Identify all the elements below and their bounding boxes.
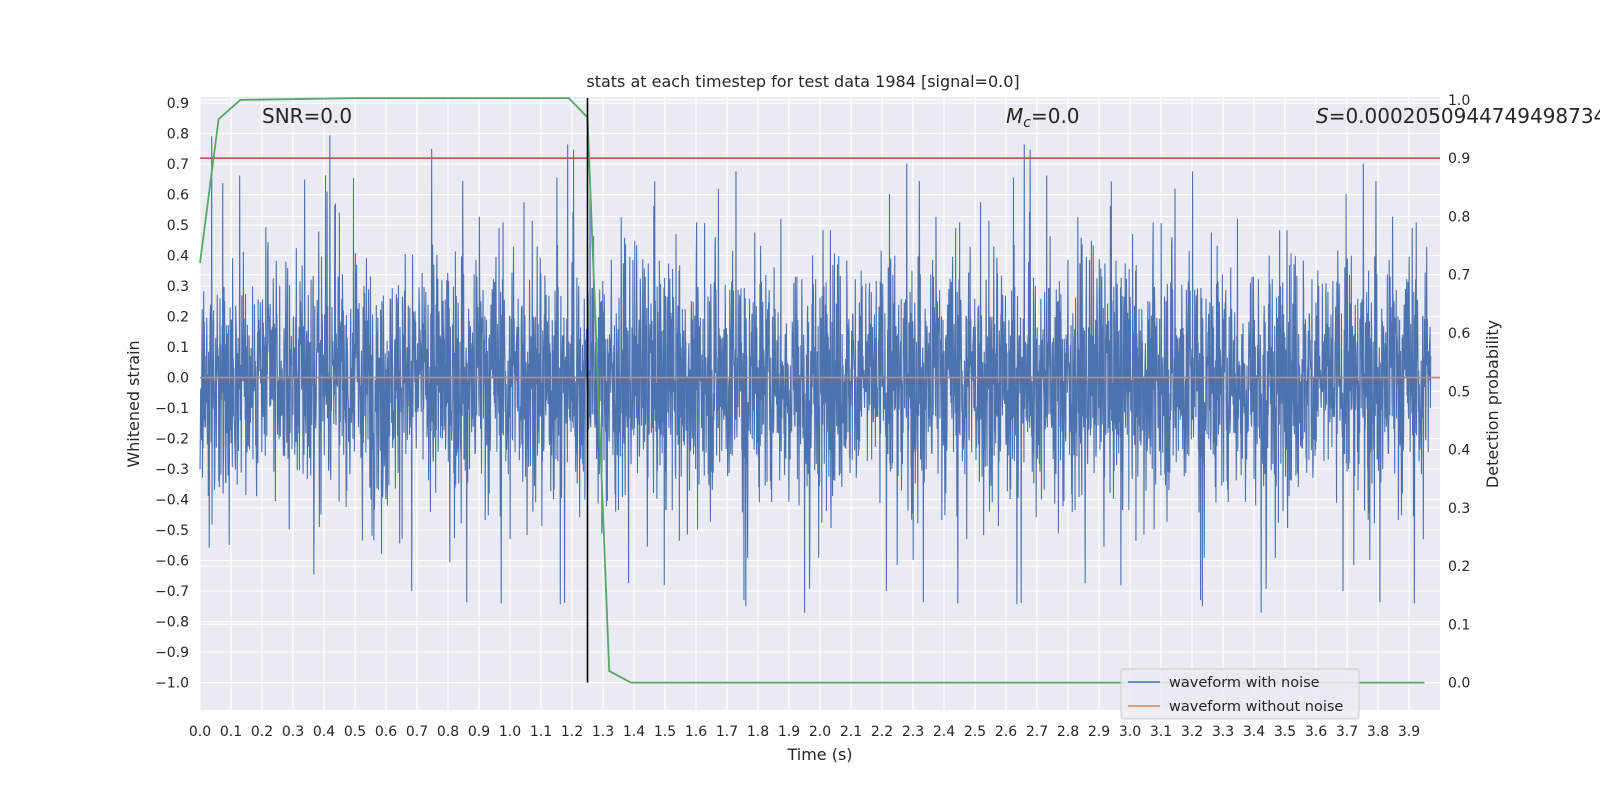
y-right-tick-label: 0.3 bbox=[1448, 501, 1470, 517]
x-tick-label: 3.7 bbox=[1336, 724, 1358, 740]
y-right-tick-label: 0.4 bbox=[1448, 443, 1470, 459]
chart-title: stats at each timestep for test data 198… bbox=[586, 72, 1019, 91]
annotation-mc: Mc=0.0 bbox=[1006, 104, 1080, 131]
x-tick-label: 1.0 bbox=[499, 724, 521, 740]
x-tick-label: 3.9 bbox=[1398, 724, 1420, 740]
x-tick-label: 2.7 bbox=[1026, 724, 1048, 740]
y-right-tick-label: 1.0 bbox=[1448, 93, 1470, 109]
y-tick-label: −0.6 bbox=[155, 554, 189, 570]
x-tick-label: 1.3 bbox=[592, 724, 614, 740]
y-right-tick-label: 0.1 bbox=[1448, 617, 1470, 633]
y-axis-ticks: 0.9 0.8 0.7 0.6 0.5 0.4 0.3 0.2 0.1 0.0 −0.1 −0.2 −0… bbox=[155, 96, 189, 691]
x-tick-label: 1.4 bbox=[623, 724, 645, 740]
x-tick-label: 0.1 bbox=[220, 724, 242, 740]
x-tick-label: 0.8 bbox=[437, 724, 459, 740]
x-tick-label: 3.1 bbox=[1150, 724, 1172, 740]
x-tick-label: 0.6 bbox=[375, 724, 397, 740]
legend-label-waveform-with-noise: waveform with noise bbox=[1169, 675, 1320, 691]
x-tick-label: 1.5 bbox=[654, 724, 676, 740]
series-detection-probability bbox=[199, 97, 1425, 684]
annotation-mc-value: =0.0 bbox=[1031, 104, 1080, 128]
y-right-axis-label: Detection probability bbox=[1483, 320, 1502, 488]
y-right-axis-ticks: 1.0 0.9 0.8 0.7 0.6 0.5 0.4 0.3 0.2 0.1 0.0 bbox=[1448, 93, 1470, 692]
x-tick-label: 3.8 bbox=[1367, 724, 1389, 740]
y-tick-label: 0.9 bbox=[167, 96, 189, 112]
x-tick-label: 0.3 bbox=[282, 724, 304, 740]
legend-box bbox=[1120, 668, 1360, 720]
legend-label-waveform-without-noise: waveform without noise bbox=[1169, 699, 1343, 715]
x-tick-label: 3.0 bbox=[1119, 724, 1141, 740]
y-right-tick-label: 0.8 bbox=[1448, 209, 1470, 225]
y-tick-label: −0.8 bbox=[155, 615, 189, 631]
y-tick-label: 0.0 bbox=[167, 371, 189, 387]
x-tick-label: 2.1 bbox=[840, 724, 862, 740]
y-tick-label: −0.3 bbox=[155, 462, 189, 478]
annotation-s-symbol: S bbox=[1316, 104, 1329, 128]
y-tick-label: −0.4 bbox=[155, 493, 189, 509]
y-tick-label: 0.1 bbox=[167, 340, 189, 356]
x-tick-label: 2.9 bbox=[1088, 724, 1110, 740]
annotation-mc-subscript: c bbox=[1023, 115, 1031, 131]
y-tick-label: −0.9 bbox=[155, 645, 189, 661]
series-lines bbox=[199, 97, 1440, 684]
y-right-tick-label: 0.5 bbox=[1448, 384, 1470, 400]
y-tick-label: 0.4 bbox=[167, 249, 189, 265]
y-right-tick-label: 0.9 bbox=[1448, 151, 1470, 167]
y-right-tick-label: 0.0 bbox=[1448, 676, 1470, 692]
x-tick-label: 3.4 bbox=[1243, 724, 1265, 740]
x-tick-label: 0.4 bbox=[313, 724, 335, 740]
x-tick-label: 3.6 bbox=[1305, 724, 1327, 740]
x-tick-label: 1.8 bbox=[747, 724, 769, 740]
y-tick-label: 0.3 bbox=[167, 279, 189, 295]
x-tick-label: 3.2 bbox=[1181, 724, 1203, 740]
y-tick-label: 0.7 bbox=[167, 157, 189, 173]
y-tick-label: 0.6 bbox=[167, 188, 189, 204]
annotation-s-value: =0.00020509447494987345 bbox=[1329, 104, 1600, 128]
annotation-s: S=0.00020509447494987345 bbox=[1316, 104, 1600, 128]
x-tick-label: 3.5 bbox=[1274, 724, 1296, 740]
annotation-snr: SNR=0.0 bbox=[262, 104, 352, 128]
x-tick-label: 1.6 bbox=[685, 724, 707, 740]
x-tick-label: 2.6 bbox=[995, 724, 1017, 740]
x-tick-label: 2.3 bbox=[902, 724, 924, 740]
x-axis-ticks: 0.0 0.1 0.2 0.3 0.4 0.5 0.6 0.7 0.8 0.9 1.0 1.1 1.2 1… bbox=[189, 724, 1420, 740]
x-tick-label: 0.0 bbox=[189, 724, 211, 740]
annotation-mc-symbol: M bbox=[1006, 104, 1023, 128]
x-tick-label: 2.4 bbox=[933, 724, 955, 740]
y-tick-label: 0.8 bbox=[167, 127, 189, 143]
series-waveform-with-noise bbox=[199, 135, 1432, 613]
y-tick-label: 0.2 bbox=[167, 310, 189, 326]
y-tick-label: −0.2 bbox=[155, 432, 189, 448]
x-tick-label: 1.7 bbox=[716, 724, 738, 740]
y-right-tick-label: 0.2 bbox=[1448, 559, 1470, 575]
x-tick-label: 1.2 bbox=[561, 724, 583, 740]
x-tick-label: 2.8 bbox=[1057, 724, 1079, 740]
y-axis-label: Whitened strain bbox=[124, 340, 143, 467]
y-tick-label: −0.7 bbox=[155, 584, 189, 600]
x-tick-label: 0.2 bbox=[251, 724, 273, 740]
noise-trace bbox=[199, 135, 1432, 613]
x-tick-label: 1.9 bbox=[778, 724, 800, 740]
legend: waveform with noise waveform without noi… bbox=[1120, 668, 1360, 720]
x-tick-label: 2.0 bbox=[809, 724, 831, 740]
y-right-tick-label: 0.7 bbox=[1448, 268, 1470, 284]
x-tick-label: 0.5 bbox=[344, 724, 366, 740]
x-tick-label: 0.9 bbox=[468, 724, 490, 740]
x-axis-label: Time (s) bbox=[786, 745, 852, 764]
x-tick-label: 0.7 bbox=[406, 724, 428, 740]
x-tick-label: 1.1 bbox=[530, 724, 552, 740]
y-tick-label: −0.1 bbox=[155, 401, 189, 417]
x-tick-label: 2.5 bbox=[964, 724, 986, 740]
x-tick-label: 2.2 bbox=[871, 724, 893, 740]
y-tick-label: −1.0 bbox=[155, 676, 189, 692]
y-tick-label: −0.5 bbox=[155, 523, 189, 539]
y-right-tick-label: 0.6 bbox=[1448, 326, 1470, 342]
y-tick-label: 0.5 bbox=[167, 218, 189, 234]
x-tick-label: 3.3 bbox=[1212, 724, 1234, 740]
